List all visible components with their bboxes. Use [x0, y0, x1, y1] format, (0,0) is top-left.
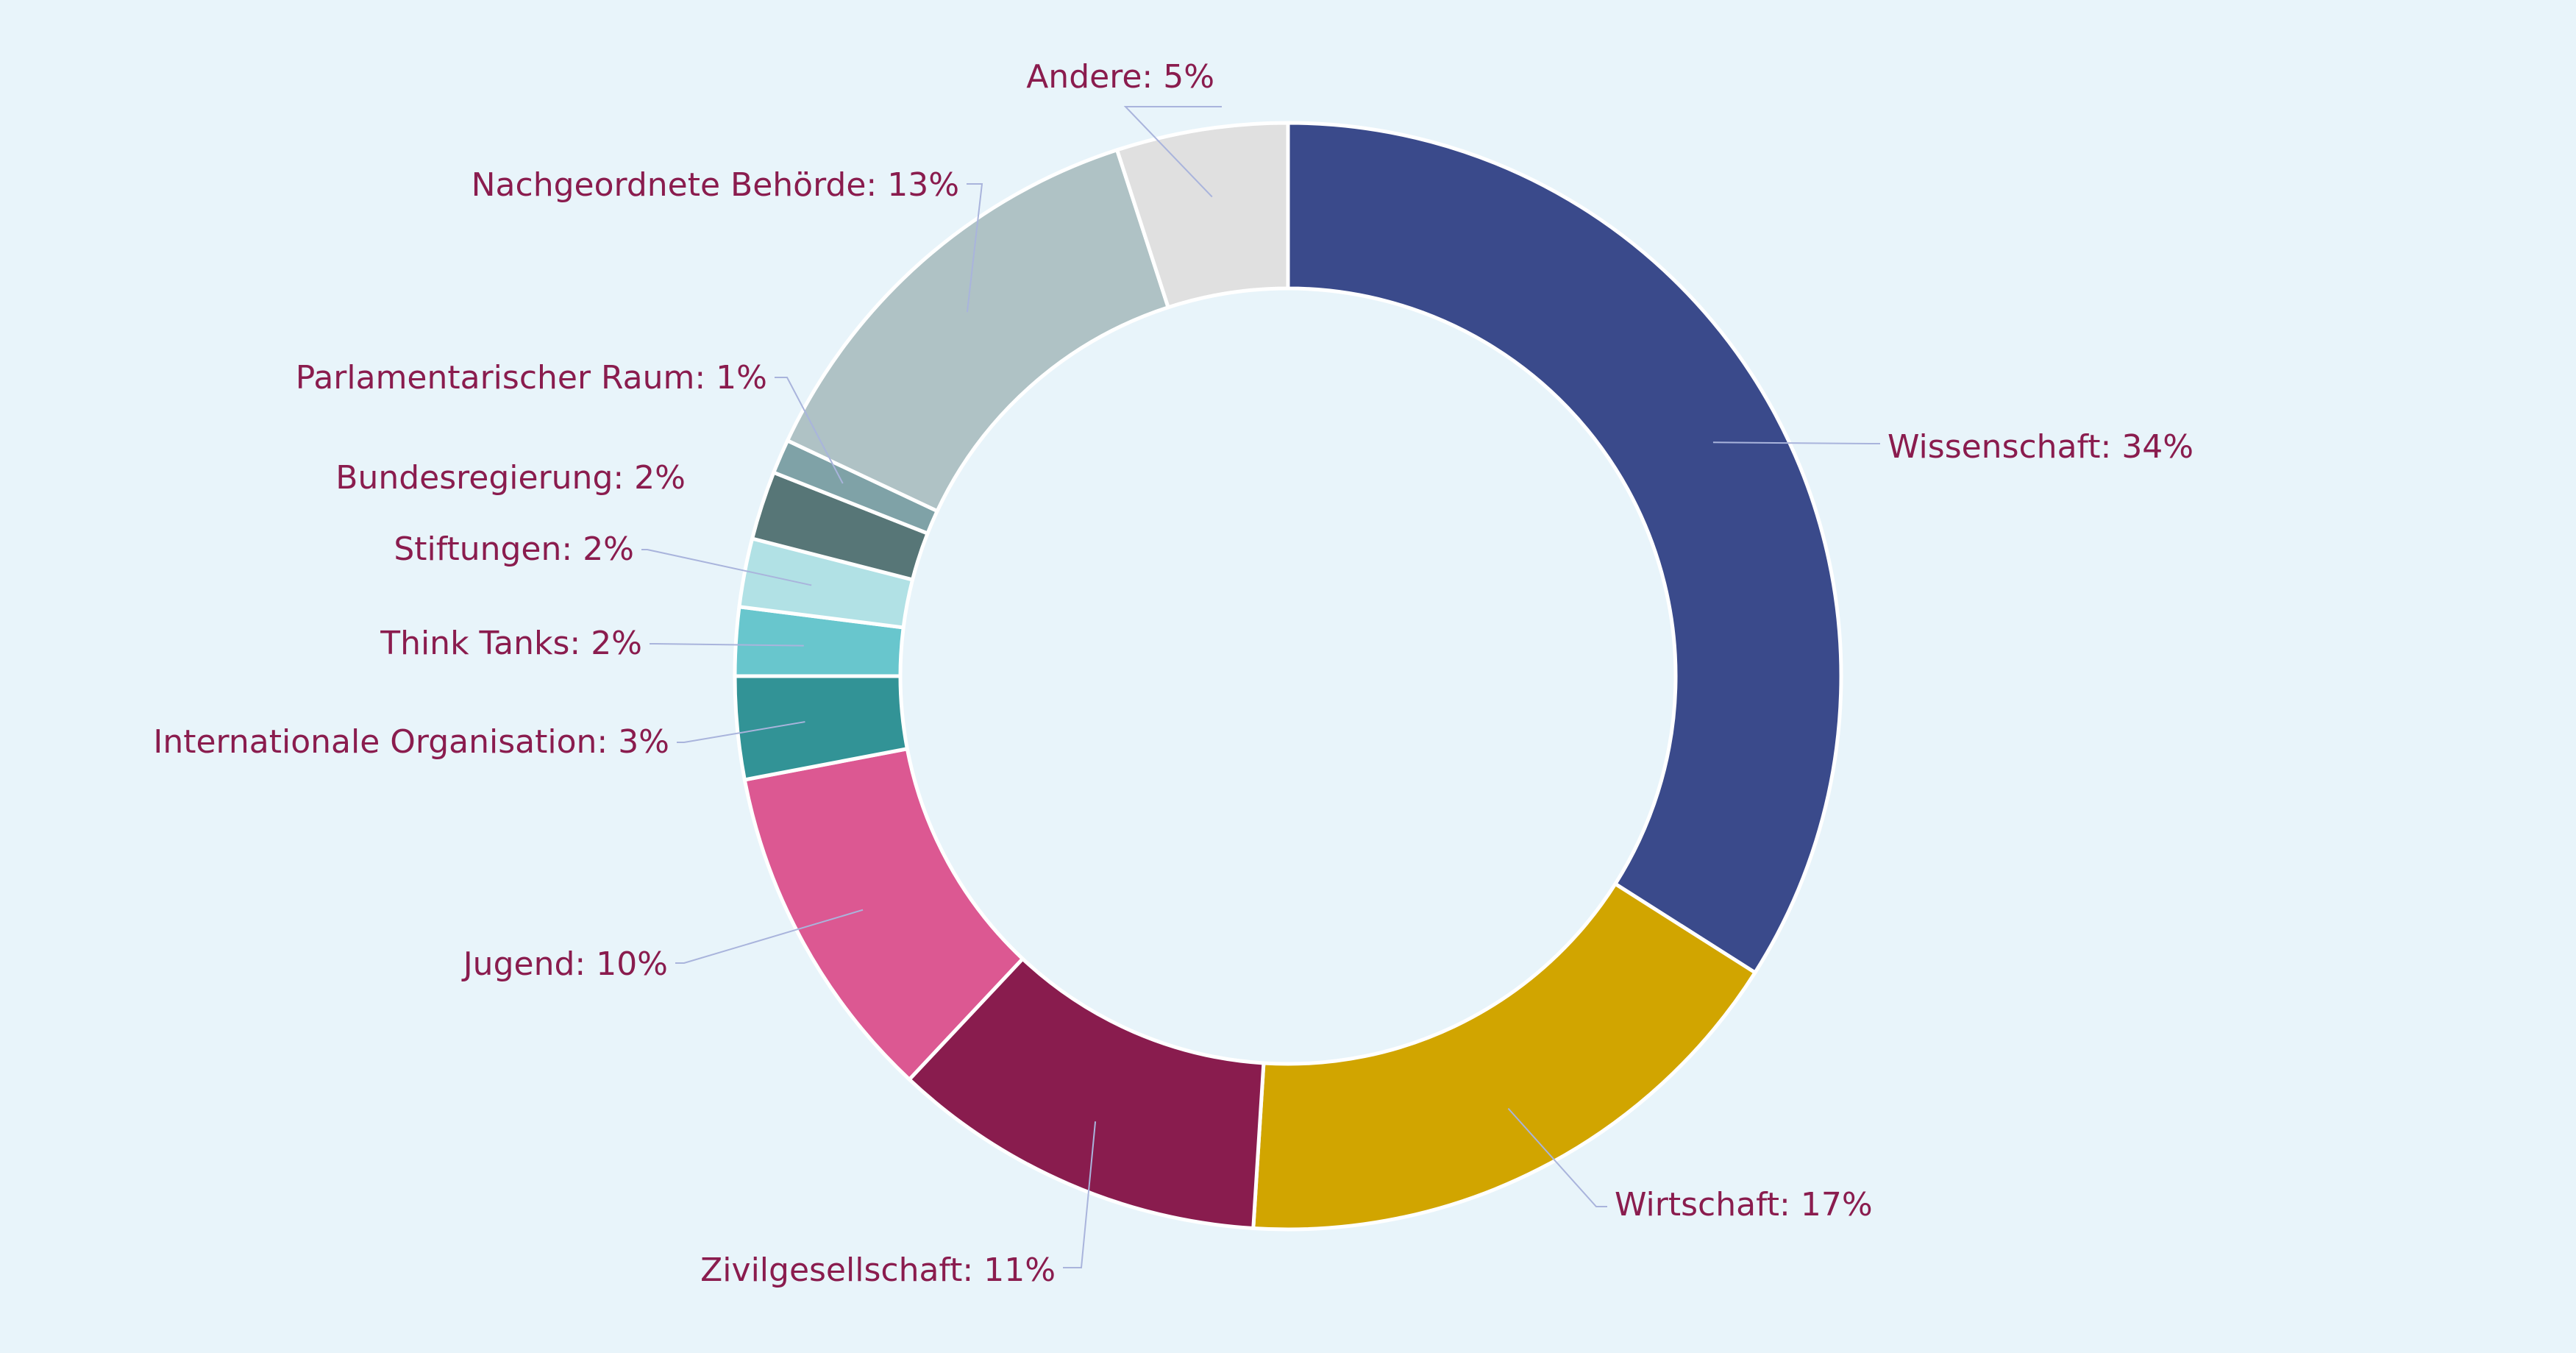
- label-think-tanks: Think Tanks: 2%: [380, 625, 642, 662]
- label-parlamentarischer-raum: Parlamentarischer Raum: 1%: [296, 359, 767, 397]
- leader-line-andere: [1123, 106, 1222, 198]
- label-stiftungen: Stiftungen: 2%: [394, 530, 634, 568]
- slice-wissenschaft: [1286, 121, 1843, 975]
- leader-line-stiftungen: [641, 549, 812, 586]
- label-jugend: Jugend: 10%: [461, 945, 668, 983]
- label-nachgeordnete-behoerde: Nachgeordnete Behörde: 13%: [472, 166, 959, 204]
- slice-labels-group: Wissenschaft: 34% Wirtschaft: 17% Zivilges…: [153, 58, 2193, 1289]
- leader-line-jugend: [675, 909, 864, 964]
- leader-line-nachgeordnete-behoerde: [966, 183, 983, 313]
- leader-line-wirtschaft: [1507, 1107, 1607, 1207]
- leader-line-think-tanks: [650, 643, 804, 647]
- label-wirtschaft: Wirtschaft: 17%: [1615, 1186, 1873, 1224]
- slice-wirtschaft: [1251, 881, 1757, 1232]
- label-andere: Andere: 5%: [1026, 58, 1214, 96]
- label-internationale-organisation: Internationale Organisation: 3%: [153, 723, 669, 761]
- leader-line-zivilgesellschaft: [1063, 1121, 1097, 1268]
- label-zivilgesellschaft: Zivilgesellschaft: 11%: [700, 1251, 1056, 1289]
- slice-nachgeordnete-behoerde: [786, 148, 1170, 514]
- leader-lines-group: [641, 106, 1880, 1268]
- slice-andere: [1115, 121, 1290, 310]
- leader-line-wissenschaft: [1712, 441, 1880, 444]
- slices-group: [733, 121, 1843, 1232]
- leader-line-internationale-organisation: [677, 721, 805, 743]
- label-bundesregierung: Bundesregierung: 2%: [335, 459, 686, 497]
- leader-line-parlamentarischer-raum: [775, 377, 844, 484]
- label-wissenschaft: Wissenschaft: 34%: [1887, 428, 2193, 466]
